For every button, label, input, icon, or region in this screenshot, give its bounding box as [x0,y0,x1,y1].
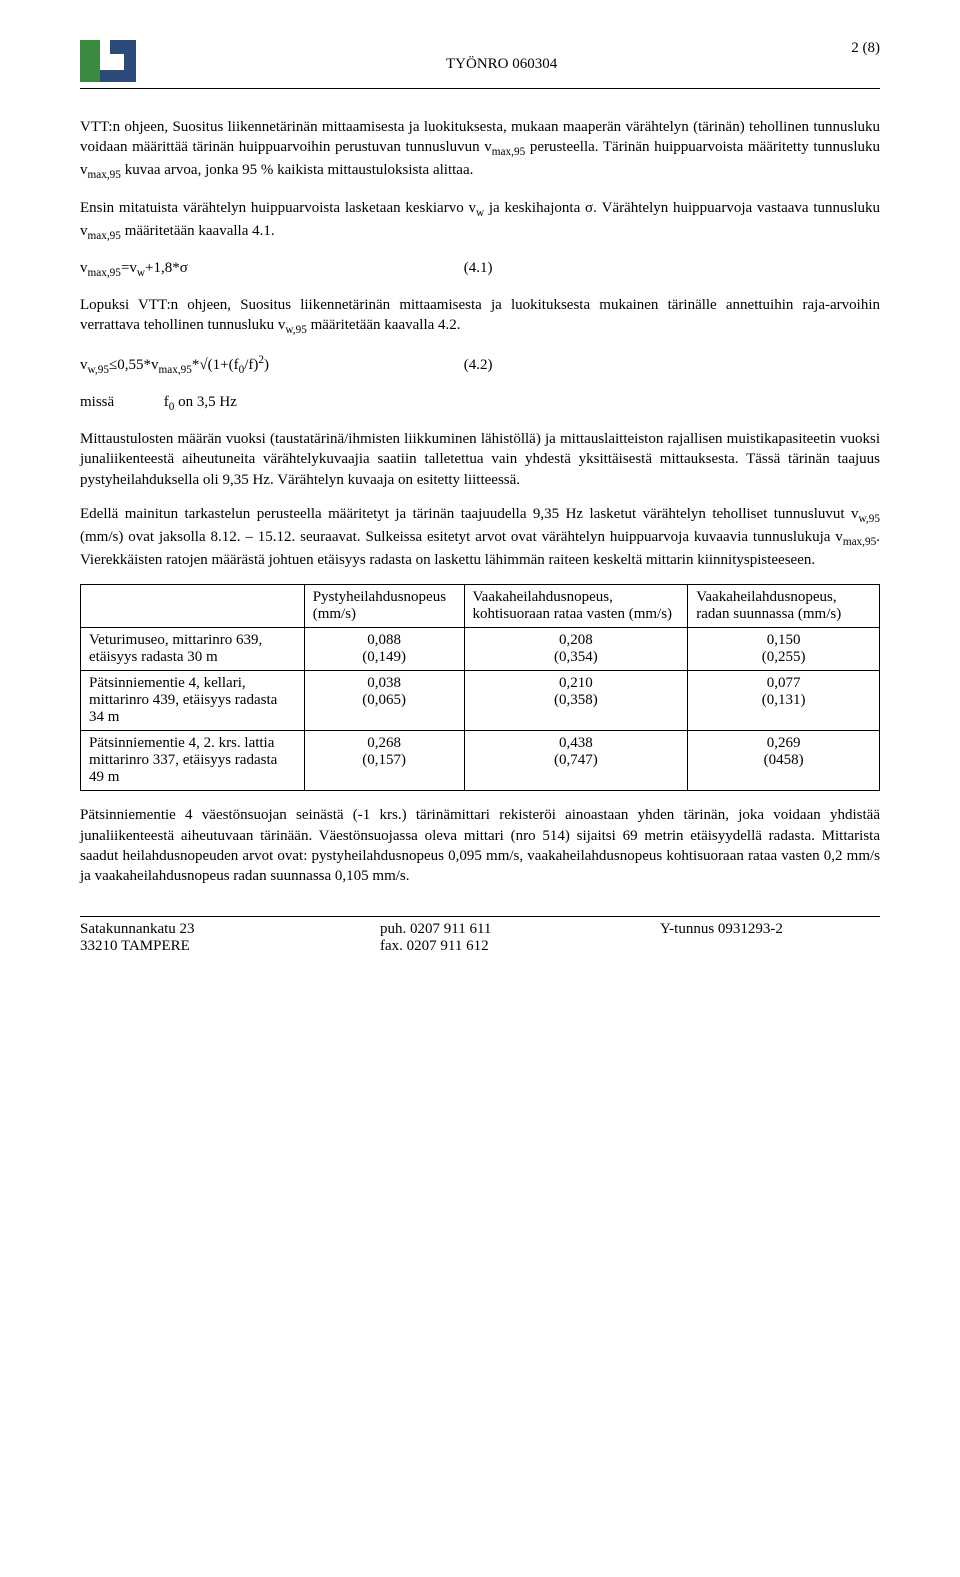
formula-where: missä f0 on 3,5 Hz [80,392,880,415]
company-logo [80,40,136,82]
table-cell: 0,268(0,157) [304,731,464,791]
footer-tel: puh. 0207 911 611 [380,921,491,937]
table-header-pysty: Pystyheilahdusnopeus (mm/s) [304,585,464,628]
paragraph-6: Pätsinniementie 4 väestönsuojan seinästä… [80,805,880,886]
page-footer: Satakunnankatu 23 33210 TAMPERE puh. 020… [80,916,880,955]
table-cell: 0,088(0,149) [304,628,464,671]
footer-contact: puh. 0207 911 611 fax. 0207 911 612 [300,921,600,955]
footer-ytunnus-col: Y-tunnus 0931293-2 [600,921,880,955]
formula-4-1: vmax,95=vw+1,8*σ (4.1) [80,258,880,281]
table-cell-label: Veturimuseo, mittarinro 639,etäisyys rad… [81,628,305,671]
table-cell: 0,208(0,354) [464,628,688,671]
table-row: Pätsinniementie 4, kellari,mittarinro 43… [81,671,880,731]
paragraph-4: Mittaustulosten määrän vuoksi (taustatär… [80,429,880,490]
paragraph-2: Ensin mitatuista värähtelyn huippuarvois… [80,198,880,244]
footer-addr2: 33210 TAMPERE [80,938,190,954]
table-cell: 0,150(0,255) [688,628,880,671]
footer-address: Satakunnankatu 23 33210 TAMPERE [80,921,300,955]
table-cell-label: Pätsinniementie 4, 2. krs. lattiamittari… [81,731,305,791]
header-doc-ref: TYÖNRO 060304 [152,40,851,73]
table-cell: 0,438(0,747) [464,731,688,791]
table-header-empty [81,585,305,628]
footer-fax: fax. 0207 911 612 [380,938,489,954]
header-page-number: 2 (8) [851,40,880,57]
paragraph-1: VTT:n ohjeen, Suositus liikennetärinän m… [80,117,880,184]
footer-ytunnus: Y-tunnus 0931293-2 [660,921,783,937]
formula-4-2: vw,95≤0,55*vmax,95*√(1+(f0/f)2) (4.2) [80,353,880,378]
results-table: Pystyheilahdusnopeus (mm/s) Vaakaheilahd… [80,584,880,791]
where-value: f0 on 3,5 Hz [164,394,237,410]
table-cell: 0,210(0,358) [464,671,688,731]
document-page: TYÖNRO 060304 2 (8) VTT:n ohjeen, Suosit… [0,0,960,985]
paragraph-3: Lopuksi VTT:n ohjeen, Suositus liikennet… [80,295,880,338]
table-header-vaaka-kohti: Vaakaheilahdusnopeus, kohtisuoraan rataa… [464,585,688,628]
table-header-vaaka-suunta: Vaakaheilahdusnopeus, radan suunnassa (m… [688,585,880,628]
footer-addr1: Satakunnankatu 23 [80,921,195,937]
table-cell-label: Pätsinniementie 4, kellari,mittarinro 43… [81,671,305,731]
formula-4-2-number: (4.2) [464,357,493,373]
table-cell: 0,038(0,065) [304,671,464,731]
table-row: Veturimuseo, mittarinro 639,etäisyys rad… [81,628,880,671]
table-header-row: Pystyheilahdusnopeus (mm/s) Vaakaheilahd… [81,585,880,628]
formula-4-1-number: (4.1) [464,260,493,276]
table-cell: 0,077(0,131) [688,671,880,731]
where-label: missä [80,392,160,412]
table-cell: 0,269(0458) [688,731,880,791]
paragraph-5: Edellä mainitun tarkastelun perusteella … [80,504,880,571]
table-row: Pätsinniementie 4, 2. krs. lattiamittari… [81,731,880,791]
page-header: TYÖNRO 060304 2 (8) [80,40,880,89]
